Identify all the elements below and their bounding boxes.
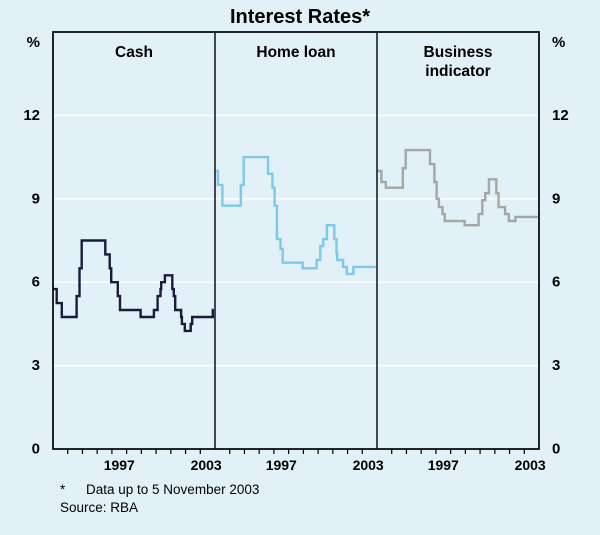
plot-frame xyxy=(52,31,540,450)
x-label-2003: 2003 xyxy=(515,457,546,473)
y-label-right-12: 12 xyxy=(552,107,569,124)
source-line: Source: RBA xyxy=(60,500,139,515)
footnote-text: Data up to 5 November 2003 xyxy=(86,482,260,497)
series-home-loan xyxy=(215,155,376,276)
x-label-2003: 2003 xyxy=(191,457,222,473)
y-label-left-12: 12 xyxy=(23,107,40,124)
y-label-left-9: 9 xyxy=(32,190,40,207)
chart-title: Interest Rates* xyxy=(229,6,371,28)
y-label-left-3: 3 xyxy=(32,357,40,374)
panel-label-business-indicator-2: indicator xyxy=(425,63,490,80)
footnote: * Data up to 5 November 2003 xyxy=(60,482,259,497)
x-label-2003: 2003 xyxy=(353,457,384,473)
y-label-left-6: 6 xyxy=(32,274,40,291)
panel-label-business-indicator-1: Business xyxy=(424,44,493,61)
series-business-indicator xyxy=(377,148,538,227)
panel-label-cash: Cash xyxy=(115,44,153,61)
unit-right: % xyxy=(552,34,565,51)
x-label-1997: 1997 xyxy=(266,457,297,473)
unit-left: % xyxy=(27,34,40,51)
y-label-right-9: 9 xyxy=(552,190,560,207)
y-label-left-0: 0 xyxy=(32,441,40,458)
y-label-right-0: 0 xyxy=(552,441,560,458)
panel-label-home-loan: Home loan xyxy=(256,44,335,61)
x-label-1997: 1997 xyxy=(428,457,459,473)
y-label-right-6: 6 xyxy=(552,274,560,291)
y-label-right-3: 3 xyxy=(552,357,560,374)
x-label-1997: 1997 xyxy=(104,457,135,473)
series-cash xyxy=(53,239,214,333)
footnote-marker: * xyxy=(60,482,66,497)
